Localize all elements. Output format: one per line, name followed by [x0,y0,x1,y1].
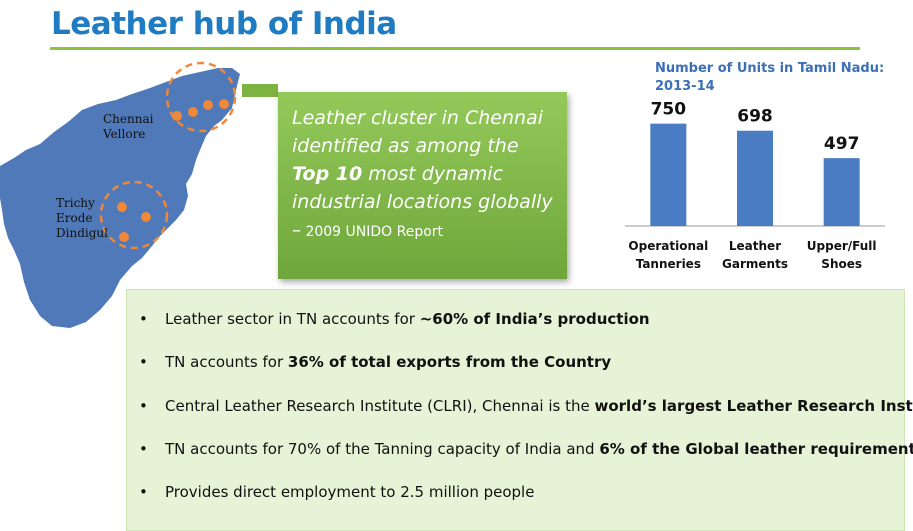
bullet-item: •Provides direct employment to 2.5 milli… [165,483,534,501]
bullet-dot: • [139,483,148,501]
dash: – [292,220,301,241]
bar-value-label: 497 [824,134,860,154]
bar-value-label: 698 [737,107,773,127]
category-label: Upper/Full [807,239,877,253]
bullet-dot: • [139,440,148,458]
map-label-north: Chennai Vellore [103,112,153,142]
bullet-dot: • [139,310,148,328]
callout-connector [242,84,278,97]
category-label: Shoes [821,257,862,271]
bullet-text: Provides direct employment to 2.5 millio… [165,483,534,501]
callout-source: – 2009 UNIDO Report [292,220,443,241]
bullet-dot: • [139,353,148,371]
cluster-dot [203,100,213,110]
callout-line: Leather cluster in Chennai [292,104,562,132]
cluster-dot [219,99,229,109]
callout-box: Leather cluster in Chennai identified as… [278,92,567,279]
bullet-highlight: 6% of the Global leather requirement [599,440,913,458]
bar [737,131,773,226]
map-label-dindigul: Dindigul [56,226,108,241]
bar-value-label: 750 [651,100,687,120]
cluster-dot [188,107,198,117]
bullet-highlight: 36% of total exports from the Country [288,353,611,371]
category-label: Leather [729,239,781,253]
cluster-dot [141,212,151,222]
bullet-item: •Leather sector in TN accounts for ~60% … [165,310,650,328]
callout-line-rest: most dynamic [362,163,503,185]
page-title: Leather hub of India [51,6,397,42]
callout-line: identified as among the [292,132,562,160]
bullet-item: •TN accounts for 36% of total exports fr… [165,353,611,371]
bullet-highlight: ~60% of India’s production [420,310,650,328]
bullet-item: •TN accounts for 70% of the Tanning capa… [165,440,913,458]
category-label: Garments [722,257,788,271]
bullet-text: TN accounts for 70% of the Tanning capac… [165,440,599,458]
bullet-highlight: world’s largest Leather Research Institu… [595,397,913,415]
chart-title: Number of Units in Tamil Nadu: 2013-14 [655,60,895,96]
bullet-text: TN accounts for [165,353,288,371]
map-label-vellore: Vellore [103,127,153,142]
cluster-dot [119,232,129,242]
bar-chart: 750 Operational Tanneries 698 Leather Garment… [620,100,890,275]
cluster-dot [117,202,127,212]
bar [650,124,686,226]
bullet-text: Leather sector in TN accounts for [165,310,420,328]
callout-line: industrial locations globally [292,188,562,216]
map-label-chennai: Chennai [103,112,153,127]
callout-highlight: Top 10 [292,163,362,185]
title-underline [50,47,860,50]
bar [824,158,860,226]
map-label-south: Trichy Erode Dindigul [56,196,108,241]
map-label-erode: Erode [56,211,108,226]
cluster-dot [172,111,182,121]
category-label: Tanneries [636,257,701,271]
map-label-trichy: Trichy [56,196,108,211]
bullet-dot: • [139,397,148,415]
callout-text: Leather cluster in Chennai identified as… [292,104,562,216]
source-text: 2009 UNIDO Report [305,224,443,240]
bullet-item: •Central Leather Research Institute (CLR… [165,397,913,415]
bullet-list: • Leather sector in TN accounts for ~60% … [126,289,905,531]
bullet-text: Central Leather Research Institute (CLRI… [165,397,595,415]
callout-line: Top 10 most dynamic [292,160,562,188]
category-label: Operational [628,239,708,253]
